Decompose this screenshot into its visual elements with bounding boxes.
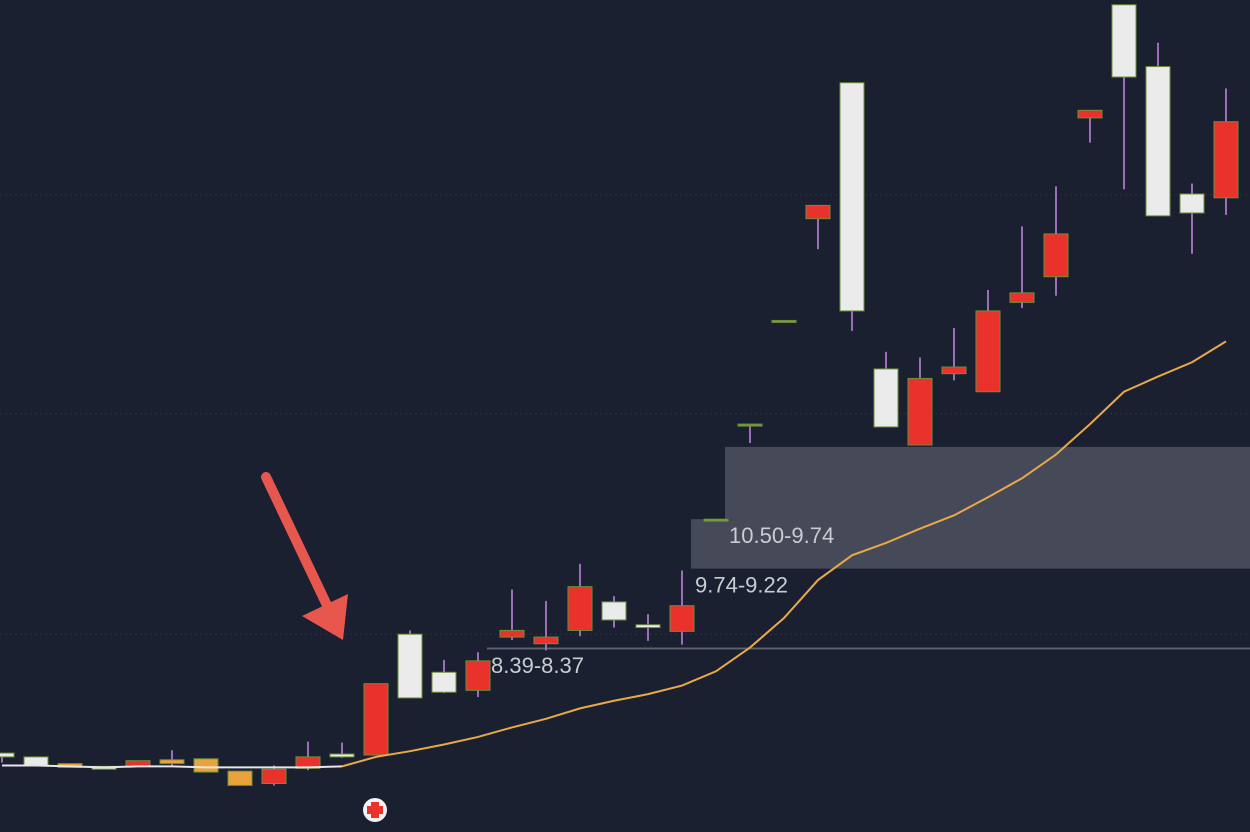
candle-body: [805, 204, 831, 220]
candle-body: [1111, 4, 1137, 78]
candle-body: [363, 683, 389, 756]
candle-body: [703, 518, 729, 522]
candle-body: [23, 756, 49, 766]
candle-body: [635, 624, 661, 629]
candle-body: [329, 753, 355, 758]
arrow: [261, 472, 348, 640]
candle-body: [601, 601, 627, 621]
candle-body: [499, 629, 525, 638]
candle-body: [941, 366, 967, 375]
candle-body: [975, 310, 1001, 393]
candle-body: [1009, 292, 1035, 303]
candle-body: [873, 368, 899, 428]
candle-body: [0, 752, 15, 758]
candle-body: [465, 660, 491, 691]
grid: [0, 194, 1250, 635]
candle-body: [839, 82, 865, 312]
candle-body: [907, 377, 933, 446]
candle-body: [771, 319, 797, 323]
zone-label: 9.74-9.22: [695, 572, 788, 597]
moving-average-line: [341, 340, 1227, 768]
price-zone: [487, 647, 1250, 650]
candle-body: [1145, 66, 1171, 217]
price-zone: [691, 519, 1250, 569]
candle-body: [261, 768, 287, 785]
icon-cross: [367, 802, 383, 818]
moving-average-lines: [2, 340, 1227, 769]
candle-body: [227, 770, 253, 786]
candles: [0, 4, 1239, 786]
candle-body: [1213, 121, 1239, 199]
arrow-shaft: [261, 472, 339, 625]
moving-average-line: [2, 764, 343, 769]
candle-body: [1179, 193, 1205, 214]
arrow-head: [302, 594, 348, 640]
candle-body: [567, 586, 593, 631]
candle-body: [533, 636, 559, 645]
candle-body: [737, 423, 763, 427]
price-zone: [725, 446, 1250, 520]
candle-body: [193, 758, 219, 773]
candle-body: [1043, 233, 1069, 278]
zones: [487, 446, 1250, 650]
candle-body: [431, 671, 457, 693]
candle-body: [669, 605, 695, 632]
candle-body: [1077, 109, 1103, 119]
zone-label: 8.39-8.37: [491, 653, 584, 678]
zone-label: 10.50-9.74: [729, 523, 834, 548]
signal-icon: [363, 798, 387, 822]
candle-body: [397, 633, 423, 699]
candle-body: [159, 759, 185, 765]
zone-labels: 10.50-9.74 9.74-9.22 8.39-8.37: [491, 523, 834, 678]
